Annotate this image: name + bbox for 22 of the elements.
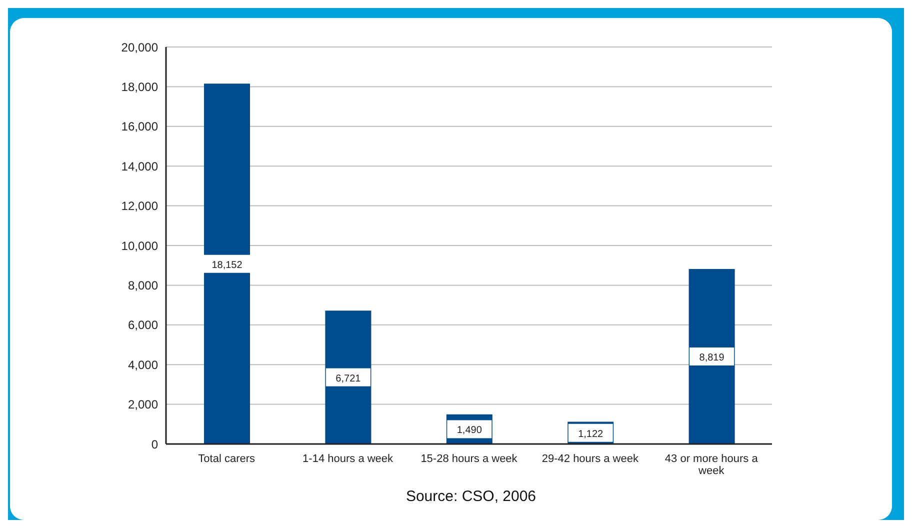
x-tick-label: 29-42 hours a week bbox=[542, 453, 640, 465]
data-label: 6,721 bbox=[336, 373, 362, 384]
x-tick-label: 15-28 hours a week bbox=[420, 453, 518, 465]
source-note: Source: CSO, 2006 bbox=[404, 488, 538, 505]
y-tick-label: 0 bbox=[151, 437, 158, 452]
y-tick-label: 4,000 bbox=[128, 358, 158, 372]
x-tick-label: Total carers bbox=[198, 453, 256, 465]
data-label: 8,819 bbox=[699, 352, 725, 364]
y-tick-label: 6,000 bbox=[128, 318, 158, 332]
y-tick-label: 2,000 bbox=[128, 398, 158, 412]
data-label: 1,490 bbox=[456, 425, 482, 436]
y-tick-label: 16,000 bbox=[121, 120, 158, 134]
x-tick-label: 43 or more hours a week bbox=[664, 453, 759, 477]
data-label: 18,152 bbox=[212, 260, 243, 271]
y-tick-label: 14,000 bbox=[121, 159, 158, 174]
x-tick-label: 1-14 hours a week bbox=[302, 453, 394, 465]
y-tick-label: 12,000 bbox=[121, 199, 158, 214]
y-tick-label: 10,000 bbox=[121, 238, 158, 253]
data-label: 1,122 bbox=[578, 428, 604, 440]
y-tick-label: 8,000 bbox=[128, 278, 158, 292]
y-tick-label: 20,000 bbox=[121, 40, 158, 54]
y-tick-label: 18,000 bbox=[121, 80, 158, 94]
